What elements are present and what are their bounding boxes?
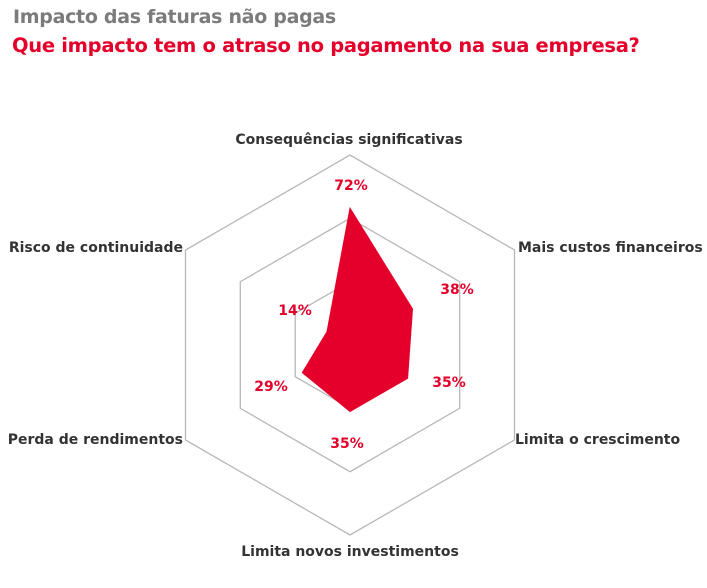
axis-label-3: Limita o crescimento xyxy=(515,432,680,448)
axis-label-2: Mais custos financeiros xyxy=(518,240,703,256)
value-label-1: 72% xyxy=(334,178,368,194)
value-label-5: 29% xyxy=(254,379,288,395)
chart-title: Impacto das faturas não pagas xyxy=(13,6,336,28)
grid-ring-2 xyxy=(239,217,461,473)
value-label-6: 14% xyxy=(278,303,312,319)
radar-data-layer xyxy=(301,206,414,413)
value-label-2: 38% xyxy=(440,282,474,298)
axis-label-1: Consequências significativas xyxy=(235,132,462,148)
axis-label-4: Limita novos investimentos xyxy=(241,544,459,560)
axis-label-6: Risco de continuidade xyxy=(9,240,183,256)
value-label-3: 35% xyxy=(432,375,466,391)
radar-labels: 72% 38% 35% 35% 29% 14% Consequências signific… xyxy=(8,132,703,560)
axis-label-5: Perda de rendimentos xyxy=(8,432,183,448)
value-label-4: 35% xyxy=(330,436,364,452)
grid-ring-3 xyxy=(184,154,516,536)
chart-subtitle: Que impacto tem o atraso no pagamento na… xyxy=(12,34,640,57)
data-area xyxy=(301,206,414,413)
